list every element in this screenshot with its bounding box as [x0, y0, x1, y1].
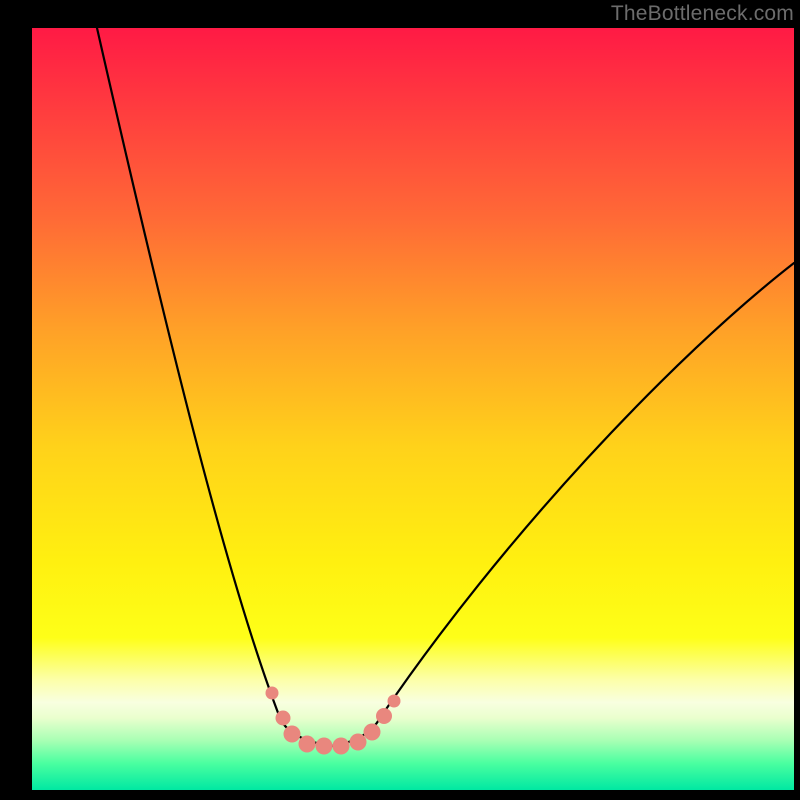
valley-marker: [388, 695, 401, 708]
valley-marker: [364, 724, 381, 741]
valley-marker: [333, 738, 350, 755]
valley-marker: [276, 711, 291, 726]
valley-marker: [350, 734, 367, 751]
valley-marker: [266, 687, 279, 700]
valley-marker: [376, 708, 392, 724]
bottleneck-curve: [97, 28, 794, 746]
valley-marker: [316, 738, 333, 755]
valley-marker: [299, 736, 316, 753]
attribution-text: TheBottleneck.com: [611, 2, 794, 26]
curve-overlay: [32, 28, 794, 790]
plot-area: [32, 28, 794, 790]
valley-marker: [284, 726, 301, 743]
